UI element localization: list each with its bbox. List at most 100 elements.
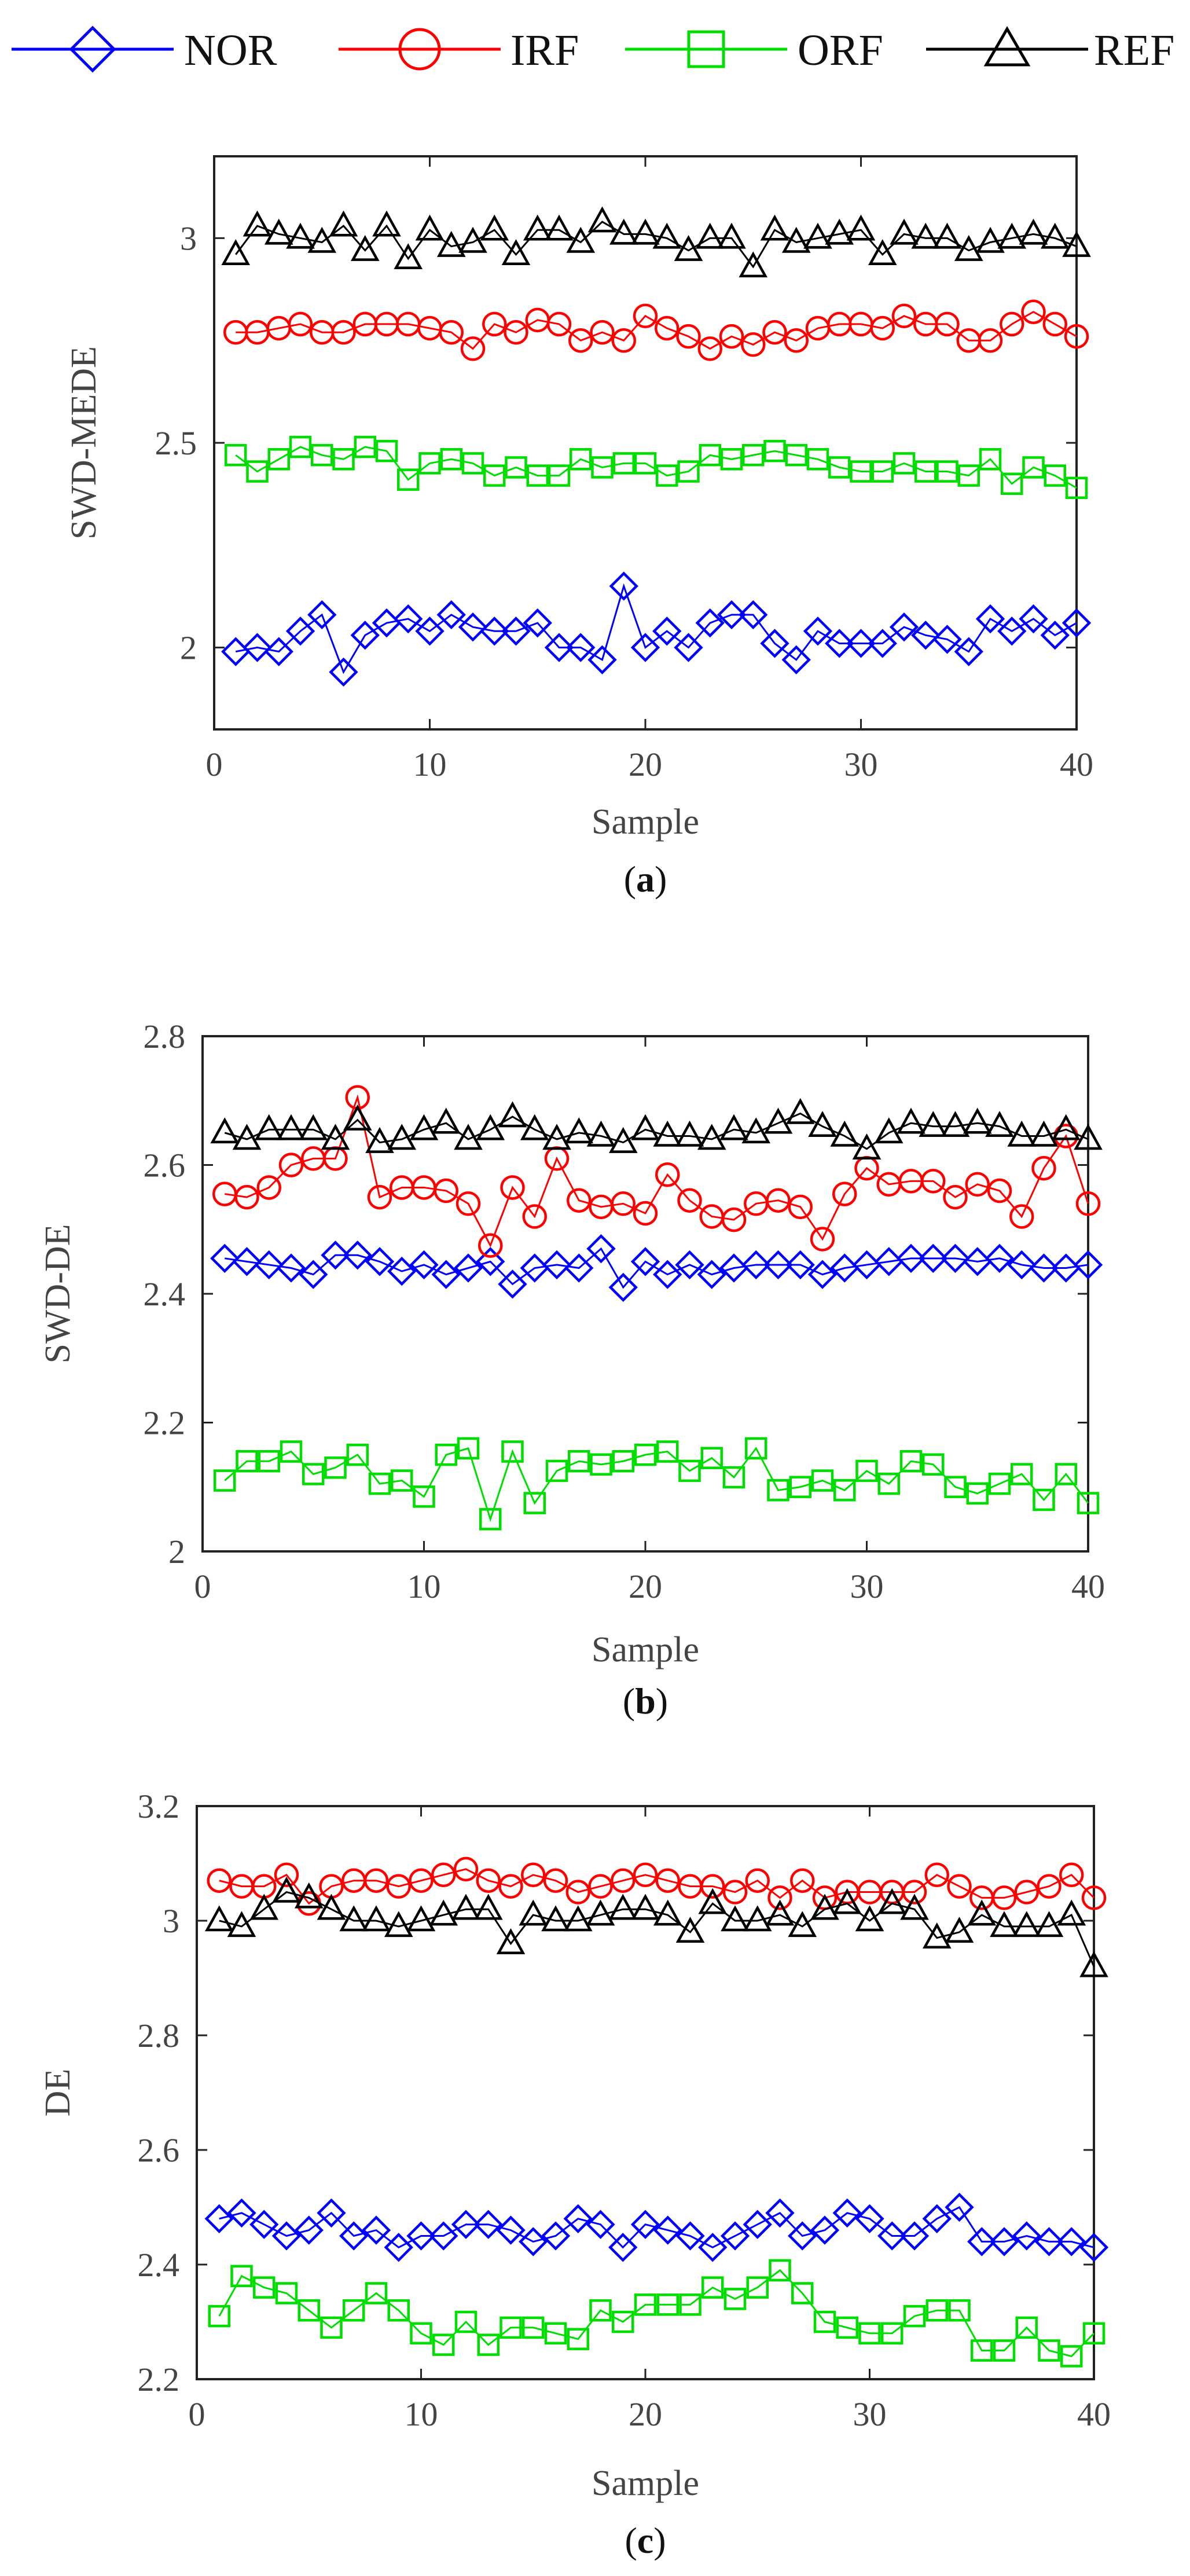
- point-orf-b: [966, 1482, 989, 1505]
- point-ref-c: [810, 1894, 839, 1920]
- point-irf-c: [274, 1862, 299, 1888]
- point-ref-a: [717, 222, 746, 249]
- point-irf-a: [655, 315, 680, 341]
- point-irf-a: [590, 320, 615, 345]
- point-ref-c: [922, 1922, 952, 1948]
- point-nor-c: [339, 2221, 369, 2251]
- point-orf-b: [391, 1469, 413, 1492]
- point-orf-a: [311, 443, 333, 467]
- point-irf-a: [439, 320, 464, 345]
- point-orf-b: [346, 1443, 369, 1466]
- point-irf-b: [788, 1194, 813, 1220]
- point-orf-b: [700, 1447, 723, 1469]
- point-nor-c: [675, 2221, 705, 2251]
- point-nor-b: [476, 1247, 505, 1276]
- point-orf-c: [656, 2294, 679, 2316]
- point-orf-c: [410, 2322, 432, 2345]
- point-orf-c: [858, 2322, 881, 2345]
- point-orf-b: [745, 1437, 767, 1460]
- point-irf-a: [482, 311, 507, 337]
- point-orf-c: [723, 2288, 747, 2310]
- point-ref-a: [501, 239, 531, 265]
- point-nor-c: [608, 2233, 638, 2262]
- point-nor-a: [760, 629, 789, 658]
- point-orf-a: [246, 460, 269, 483]
- point-orf-b: [722, 1466, 745, 1489]
- point-irf-c: [207, 1868, 232, 1893]
- point-nor-c: [473, 2210, 503, 2239]
- x-tick-label-b: 0: [194, 1568, 211, 1605]
- point-nor-a: [954, 637, 983, 666]
- point-orf-a: [1044, 464, 1066, 487]
- point-orf-a: [570, 448, 592, 471]
- point-orf-b: [944, 1476, 967, 1498]
- point-ref-b: [631, 1114, 660, 1140]
- point-irf-a: [978, 328, 1003, 353]
- point-nor-b: [874, 1247, 903, 1276]
- point-nor-b: [653, 1260, 682, 1289]
- y-tick-label-b: 2.2: [144, 1404, 186, 1442]
- point-ref-a: [307, 226, 337, 253]
- series-line-ref-a: [235, 221, 1077, 269]
- point-nor-a: [523, 608, 552, 638]
- point-orf-a: [914, 460, 937, 483]
- point-ref-b: [852, 1133, 882, 1159]
- point-ref-a: [652, 222, 682, 249]
- point-nor-c: [496, 2215, 526, 2245]
- y-axis-label-a: SWD-MEDE: [64, 346, 104, 540]
- point-nor-b: [343, 1241, 372, 1270]
- legend-label-orf: ORF: [798, 26, 883, 75]
- point-orf-b: [899, 1450, 923, 1473]
- y-tick-label-b: 2: [168, 1533, 185, 1570]
- point-irf-a: [935, 311, 960, 337]
- point-orf-a: [548, 464, 571, 487]
- point-orf-c: [701, 2276, 724, 2299]
- point-irf-c: [991, 1885, 1017, 1910]
- point-orf-c: [746, 2276, 769, 2299]
- point-irf-c: [498, 1874, 523, 1899]
- point-nor-a: [544, 633, 574, 662]
- point-nor-b: [1051, 1253, 1081, 1283]
- point-nor-a: [825, 629, 854, 658]
- point-orf-a: [1065, 476, 1088, 500]
- point-nor-c: [765, 2198, 795, 2228]
- point-ref-b: [785, 1098, 815, 1124]
- point-nor-c: [855, 2204, 884, 2233]
- point-orf-b: [258, 1450, 280, 1473]
- point-orf-c: [477, 2333, 499, 2356]
- point-nor-a: [652, 617, 682, 646]
- point-irf-c: [1014, 1880, 1039, 1905]
- point-ref-a: [631, 218, 660, 245]
- point-orf-c: [813, 2310, 836, 2333]
- point-nor-a: [394, 604, 423, 634]
- point-orf-b: [877, 1472, 900, 1495]
- point-nor-b: [630, 1247, 660, 1276]
- point-ref-b: [476, 1114, 505, 1140]
- point-nor-a: [609, 571, 638, 601]
- legend-entry-orf: ORF: [625, 26, 883, 75]
- point-nor-b: [719, 1253, 749, 1283]
- point-orf-c: [769, 2259, 791, 2282]
- point-irf-b: [921, 1169, 946, 1194]
- point-ref-c: [227, 1911, 256, 1937]
- legend-label-ref: REF: [1094, 26, 1174, 75]
- point-nor-c: [698, 2233, 728, 2262]
- point-ref-c: [608, 1894, 638, 1920]
- point-ref-a: [415, 214, 445, 241]
- point-nor-a: [997, 617, 1027, 646]
- y-tick-label-b: 2.4: [144, 1275, 186, 1313]
- point-orf-c: [522, 2316, 545, 2339]
- point-ref-b: [919, 1111, 948, 1137]
- point-irf-c: [1081, 1885, 1107, 1910]
- point-irf-a: [568, 328, 593, 353]
- point-irf-b: [367, 1184, 392, 1210]
- point-irf-b: [256, 1175, 281, 1200]
- point-ref-c: [653, 1899, 682, 1926]
- point-orf-a: [418, 452, 441, 475]
- y-axis-label-c: DE: [38, 2069, 78, 2117]
- point-orf-b: [501, 1440, 524, 1463]
- point-ref-c: [294, 1882, 324, 1909]
- point-orf-c: [567, 2328, 589, 2350]
- point-irf-a: [331, 320, 356, 345]
- chart-panel-c: 0 10 20 30 40 2.2 2.4 2.6 2.8 3 3.2 Sample DE (c): [38, 1788, 1111, 2561]
